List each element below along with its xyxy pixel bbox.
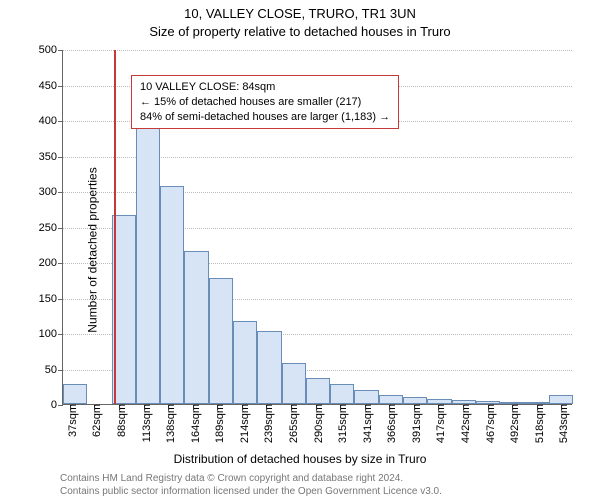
histogram-bar: [184, 251, 208, 404]
ytick-label: 350: [39, 151, 63, 163]
histogram-bar: [354, 390, 378, 404]
histogram-bar: [209, 278, 233, 404]
histogram-bar: [379, 395, 403, 404]
histogram-bar: [306, 378, 330, 404]
xtick-label: 88sqm: [110, 404, 128, 437]
ytick-label: 200: [39, 257, 63, 269]
xtick-label: 113sqm: [135, 404, 153, 442]
ytick-label: 100: [39, 328, 63, 340]
xtick-label: 290sqm: [307, 404, 325, 443]
ytick-label: 50: [45, 364, 63, 376]
xtick-label: 164sqm: [184, 404, 202, 443]
xtick-label: 492sqm: [503, 404, 521, 443]
annotation-line-2: ← 15% of detached houses are smaller (21…: [140, 95, 390, 110]
attribution-line-1: Contains HM Land Registry data © Crown c…: [60, 473, 403, 484]
histogram-bar: [549, 395, 573, 404]
histogram-bar: [63, 384, 87, 404]
histogram-bar: [330, 384, 354, 404]
xtick-label: 239sqm: [257, 404, 275, 443]
ytick-label: 150: [39, 293, 63, 305]
xtick-label: 442sqm: [454, 404, 472, 443]
ytick-label: 250: [39, 222, 63, 234]
ytick-label: 500: [39, 44, 63, 56]
xtick-label: 417sqm: [429, 404, 447, 443]
property-size-histogram: 10, VALLEY CLOSE, TRURO, TR1 3UN Size of…: [0, 0, 600, 500]
property-marker-line: [114, 50, 116, 404]
xtick-label: 391sqm: [405, 404, 423, 443]
xtick-label: 467sqm: [479, 404, 497, 443]
annotation-box: 10 VALLEY CLOSE: 84sqm← 15% of detached …: [131, 75, 399, 130]
xtick-label: 341sqm: [356, 404, 374, 443]
annotation-line-1: 10 VALLEY CLOSE: 84sqm: [140, 80, 390, 95]
xtick-label: 214sqm: [233, 404, 251, 443]
ytick-label: 300: [39, 186, 63, 198]
xtick-label: 315sqm: [331, 404, 349, 443]
attribution-line-2: Contains public sector information licen…: [60, 486, 442, 497]
xtick-label: 265sqm: [282, 404, 300, 443]
histogram-bar: [233, 321, 257, 404]
histogram-bar: [403, 397, 427, 404]
xtick-label: 543sqm: [552, 404, 570, 443]
xtick-label: 366sqm: [380, 404, 398, 443]
histogram-bar: [160, 186, 184, 404]
xtick-label: 37sqm: [61, 404, 79, 437]
xtick-label: 138sqm: [159, 404, 177, 443]
chart-subtitle: Size of property relative to detached ho…: [0, 24, 600, 39]
xtick-label: 62sqm: [85, 404, 103, 437]
ytick-label: 400: [39, 115, 63, 127]
x-axis-label: Distribution of detached houses by size …: [0, 452, 600, 466]
ytick-label: 450: [39, 80, 63, 92]
histogram-bar: [282, 363, 306, 404]
xtick-label: 518sqm: [528, 404, 546, 443]
plot-area: 05010015020025030035040045050037sqm62sqm…: [62, 50, 572, 405]
histogram-bar: [136, 127, 160, 404]
gridline: [63, 50, 572, 51]
chart-title-address: 10, VALLEY CLOSE, TRURO, TR1 3UN: [0, 6, 600, 21]
histogram-bar: [257, 331, 281, 404]
annotation-line-3: 84% of semi-detached houses are larger (…: [140, 110, 390, 125]
xtick-label: 189sqm: [208, 404, 226, 443]
